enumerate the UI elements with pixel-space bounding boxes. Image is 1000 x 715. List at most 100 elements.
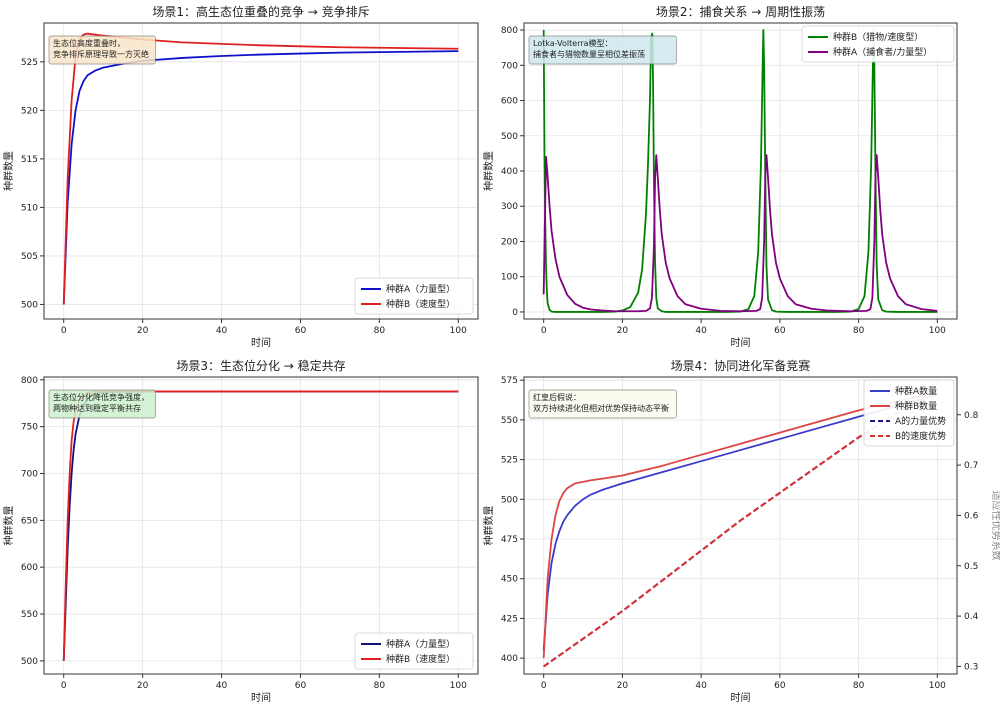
y-axis-label: 种群数量 [482,506,495,546]
legend-frame [354,632,474,670]
y-tick-label: 600 [21,563,38,573]
plot-frame [43,22,479,320]
x-tick-label: 80 [853,326,865,336]
y-tick-label: 475 [501,535,518,545]
x-tick-label: 0 [61,326,67,336]
chart-title: 场景1：高生态位重叠的竞争 → 竞争排斥 [152,4,369,19]
chart-title: 场景4：协同进化军备竞赛 [671,358,811,373]
x-tick-label: 20 [617,326,629,336]
legend-label: B的速度优势 [895,430,946,442]
y-tick-label: 550 [501,416,518,426]
legend-label: 种群B（速度型） [386,653,455,665]
annotation-background [528,389,677,419]
annotation-background [528,35,677,65]
y-tick-label: 450 [501,575,518,585]
series-line-2 [62,32,459,305]
y-tick-label: 300 [501,202,518,212]
y-tick-label: 600 [501,97,518,107]
y-tick-label: 700 [501,61,518,71]
legend: 种群B（猎物/速度型） 种群A（捕食者/力量型） [801,25,955,63]
series-line-2 [542,154,938,313]
y-tick-label: 525 [501,456,518,466]
y-tick-label: 500 [21,300,38,310]
plot-frame [43,376,479,675]
y-tick-label: 575 [501,376,518,386]
legend-label: 种群B（速度型） [386,298,455,310]
y-tick-label: 515 [21,155,38,165]
y-tick-label: 650 [21,516,38,526]
y-tick-label: 520 [21,106,38,116]
y-tick-label: 700 [21,470,38,480]
legend-label: 种群B（猎物/速度型） [833,31,923,43]
y-axis-label: 种群数量 [2,151,15,191]
y2-tick-label: 0.3 [964,662,978,672]
y-tick-label: 800 [501,26,518,36]
annotation-text: 生态位高度重叠时， [53,38,125,48]
x-tick-label: 0 [541,681,547,691]
chart-title: 场景3：生态位分化 → 稳定共存 [176,358,345,373]
y-tick-label: 425 [501,614,518,624]
annotation-background [48,389,156,419]
y-tick-label: 500 [501,495,518,505]
x-tick-label: 20 [137,326,149,336]
legend-frame [354,277,474,315]
y-tick-label: 800 [21,376,38,386]
x-tick-label: 20 [137,681,149,691]
y-axis-label: 种群数量 [2,506,15,546]
x-tick-label: 100 [929,681,946,691]
series-line-2 [542,391,938,659]
y2-tick-label: 0.5 [964,562,978,572]
annotation-box: 生态位分化降低竞争强度，两物种达到稳定平衡共存 [48,389,156,419]
annotation-text: 捕食者与猎物数量呈相位差振荡 [533,49,645,59]
y2-tick-label: 0.6 [964,511,979,521]
y-tick-label: 400 [501,167,518,177]
y-tick-label: 400 [501,654,518,664]
x-tick-label: 100 [450,681,467,691]
chart-2: 0 20 40 60 80 100 0 100 200 300 400 500 600 700 800 场景2… [482,4,958,349]
x-tick-label: 100 [929,326,946,336]
chart-title: 场景2：捕食关系 → 周期性振荡 [656,4,825,19]
x-tick-label: 60 [774,681,786,691]
series-line-1 [62,50,459,305]
x-tick-label: 20 [617,681,629,691]
y2-axis-label: 适应性优势系数 [990,491,1000,561]
x-tick-label: 40 [216,681,228,691]
legend-label: 种群A（力量型） [386,638,455,650]
x-tick-label: 40 [216,326,228,336]
x-axis-label: 时间 [731,336,751,349]
y-tick-label: 200 [501,237,518,247]
y-axis-label: 种群数量 [482,151,495,191]
plot-frame [523,376,958,675]
series-line-1 [542,393,938,651]
legend-label: 种群B数量 [895,400,937,412]
legend-frame [863,379,955,447]
series-line-1 [542,29,938,313]
y-tick-label: 510 [21,203,38,213]
y2-tick-label: 0.7 [964,461,978,471]
x-tick-label: 60 [774,326,786,336]
x-axis-label: 时间 [251,336,271,349]
x-axis-label: 时间 [251,691,271,704]
annotation-background [48,35,156,65]
legend-label: 种群A（捕食者/力量型） [833,46,932,58]
chart-4: 0 20 40 60 80 100 400 425 450 475 500 525 550 575 0.3 0… [482,358,1000,704]
y-tick-label: 100 [501,273,518,283]
y2-tick-label: 0.8 [964,411,979,421]
legend-label: A的力量优势 [895,415,946,427]
legend: 种群A（力量型） 种群B（速度型） [354,277,474,315]
y2-tick-label: 0.4 [964,612,979,622]
legend: 种群A（力量型） 种群B（速度型） [354,632,474,670]
legend-label: 种群A数量 [895,385,937,397]
annotation-text: 红皇后假说： [533,392,581,402]
legend-label: 种群A（力量型） [386,283,455,295]
x-tick-label: 80 [374,326,386,336]
x-tick-label: 60 [295,326,307,336]
y-tick-label: 750 [21,423,38,433]
annotation-text: 生态位分化降低竞争强度， [53,392,149,402]
y-tick-label: 500 [21,657,38,667]
y-tick-label: 525 [21,58,38,68]
x-tick-label: 80 [853,681,865,691]
y-tick-label: 500 [501,132,518,142]
